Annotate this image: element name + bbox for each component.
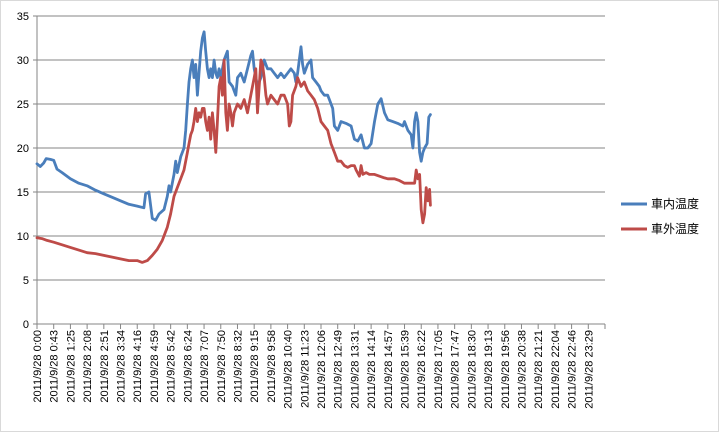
x-tick-label: 2011/9/28 23:29 — [583, 330, 595, 409]
series-line-1 — [35, 30, 432, 222]
y-tick-label: 15 — [17, 187, 29, 199]
y-tick-label: 0 — [23, 319, 29, 331]
x-tick-label: 2011/9/28 7:50 — [216, 330, 228, 403]
x-tick-label: 2011/9/28 11:23 — [299, 330, 311, 408]
x-tick-label: 2011/9/28 8:32 — [232, 330, 244, 403]
x-tick-label: 2011/9/28 4:59 — [149, 330, 161, 403]
x-tick-label: 2011/9/28 16:22 — [416, 330, 428, 409]
y-tick-label: 20 — [17, 143, 29, 155]
x-tick-label: 2011/9/28 13:31 — [349, 330, 361, 409]
x-tick-label: 2011/9/28 22:04 — [550, 330, 562, 409]
x-tick-label: 2011/9/28 5:42 — [166, 330, 178, 403]
x-tick-label: 2011/9/28 17:47 — [450, 330, 462, 409]
x-tick-label: 2011/9/28 3:34 — [116, 330, 128, 403]
gridlines — [36, 15, 605, 325]
x-tick-label: 2011/9/28 2:08 — [82, 330, 94, 403]
x-tick-label: 2011/9/28 21:21 — [533, 330, 545, 409]
x-tick-label: 2011/9/28 15:39 — [400, 330, 412, 409]
x-tick-label: 2011/9/28 10:40 — [283, 330, 295, 409]
x-tick-label: 2011/9/28 0:43 — [49, 330, 61, 403]
y-tick-label: 10 — [17, 231, 29, 243]
x-tick-label: 2011/9/28 12:49 — [333, 330, 345, 409]
x-tick-label: 2011/9/28 20:38 — [516, 330, 528, 409]
x-tick-label: 2011/9/28 19:56 — [500, 330, 512, 409]
x-tick-label: 2011/9/28 7:07 — [199, 330, 211, 403]
legend-label: 車外温度 — [651, 221, 699, 236]
x-tick-label: 2011/9/28 4:16 — [132, 330, 144, 403]
x-tick-label: 2011/9/28 9:15 — [249, 330, 261, 403]
x-tick-label: 2011/9/28 17:05 — [433, 330, 445, 409]
x-tick-label: 2011/9/28 19:13 — [483, 330, 495, 409]
x-tick-label: 2011/9/28 12:06 — [316, 330, 328, 409]
y-tick-label: 25 — [17, 99, 29, 111]
x-tick-label: 2011/9/28 1:25 — [65, 330, 77, 403]
x-tick-label: 2011/9/28 14:57 — [383, 330, 395, 409]
x-tick-label: 2011/9/28 6:24 — [182, 330, 194, 403]
x-tick-label: 2011/9/28 14:14 — [366, 330, 378, 409]
legend-label: 車内温度 — [651, 196, 699, 211]
x-tick-label: 2011/9/28 9:58 — [266, 330, 278, 403]
series-lines — [35, 30, 432, 264]
y-tick-label: 5 — [23, 275, 29, 287]
y-tick-label: 30 — [17, 55, 29, 67]
y-tick-label: 35 — [17, 11, 29, 23]
x-tick-label: 2011/9/28 18:30 — [466, 330, 478, 409]
x-tick-label: 2011/9/28 2:51 — [99, 330, 111, 403]
series-line-2 — [35, 58, 432, 264]
y-axis-ticks: 0 5 10 15 20 25 30 35 — [17, 11, 37, 331]
x-tick-label: 2011/9/28 0:00 — [32, 330, 44, 403]
x-tick-label: 2011/9/28 22:46 — [567, 330, 579, 409]
x-axis-ticks: 2011/9/28 0:00 2011/9/28 0:43 2011/9/28 1:… — [32, 324, 606, 409]
